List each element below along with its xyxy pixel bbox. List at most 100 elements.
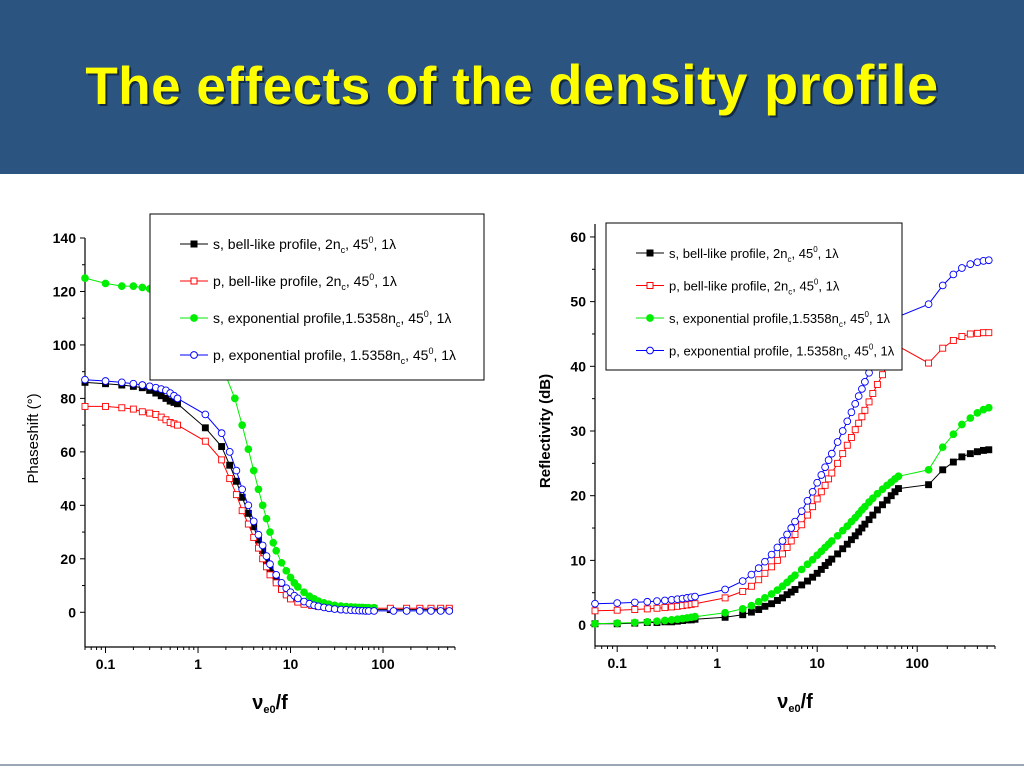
data-point [804, 511, 811, 519]
data-point [661, 616, 669, 625]
legend-marker [190, 240, 198, 248]
legend-entry-tail: , 45 [346, 273, 370, 289]
data-point [817, 471, 826, 479]
y-tick-label: 40 [570, 358, 586, 374]
legend-entry-tail: , 45 [400, 310, 424, 326]
data-point [894, 472, 903, 481]
y-tick-label: 80 [60, 390, 76, 406]
data-point [813, 495, 821, 503]
data-point [939, 466, 947, 474]
legend-entry-sub: c [788, 255, 792, 264]
data-point [138, 381, 147, 389]
data-point [924, 465, 933, 474]
y-axis-label: Reflectivity (dB) [537, 374, 554, 488]
legend: s, bell-like profile, 2nc, 450, 1λp, bel… [605, 222, 903, 371]
slide-title-plain: The effects of the [85, 57, 534, 116]
data-point [768, 563, 776, 571]
data-point [272, 570, 281, 579]
data-point [828, 555, 836, 563]
legend-entry-name: s, bell-like profile, 2n [213, 236, 341, 252]
legend-entry: s, exponential profile,1.5358nc, 450, 1λ [669, 310, 890, 329]
data-point [861, 406, 869, 414]
data-point [851, 532, 859, 540]
data-point [839, 450, 847, 458]
y-axis-label: Phaseshift (°) [25, 393, 42, 483]
data-point [370, 607, 378, 615]
data-point [266, 528, 274, 536]
y-tick-label: 140 [53, 230, 77, 246]
legend-marker [190, 351, 198, 359]
data-point [958, 264, 966, 272]
data-point [174, 421, 181, 429]
legend-entry-tail: , 45 [792, 279, 814, 294]
data-point [721, 585, 729, 594]
data-point [146, 409, 154, 417]
legend-entry-sup: 0 [865, 310, 870, 319]
data-point [721, 594, 729, 602]
legend-entry-name: p, bell-like profile, 2n [669, 279, 788, 294]
data-point [738, 577, 747, 585]
y-tick-label: 40 [60, 497, 76, 513]
data-point [591, 619, 599, 628]
data-point [879, 501, 886, 509]
data-point [238, 485, 247, 494]
data-point [869, 390, 877, 397]
data-point [824, 456, 833, 464]
y-tick-label: 120 [53, 283, 77, 299]
data-point [768, 600, 776, 608]
data-point [966, 330, 974, 338]
data-point [843, 441, 851, 449]
data-point [817, 565, 825, 573]
data-point [747, 570, 756, 579]
data-point [591, 599, 599, 608]
legend-entry-sup: 0 [368, 235, 373, 245]
data-point [668, 603, 676, 611]
x-tick-label: 10 [283, 656, 299, 672]
data-point [691, 612, 699, 621]
data-point [755, 606, 763, 613]
data-point [858, 385, 866, 393]
slide-title: The effects of the density profile [0, 52, 1024, 117]
data-point [798, 521, 806, 529]
legend-entry-tail: , 45 [843, 311, 865, 326]
x-tick-label: 100 [906, 655, 930, 671]
data-point [238, 421, 247, 429]
data-point [249, 466, 258, 475]
chart-0-series-3 [81, 375, 454, 615]
data-point [783, 543, 791, 551]
legend-entry-sub: c [401, 356, 406, 366]
data-point [869, 511, 877, 519]
data-point [791, 531, 799, 538]
chart-1-series-2 [591, 403, 993, 628]
data-point [833, 438, 842, 446]
data-point [300, 588, 308, 597]
reflectivity-chart: 0 10 20 30 40 50 60 0.1 1 10 100 Reflectivity (dB) ν… [537, 222, 996, 715]
data-point [925, 359, 933, 367]
legend-entry-end: , 1λ [869, 311, 890, 326]
x-axis-label: νe0/f [252, 692, 288, 716]
x-axis-label-main: ν [252, 692, 263, 714]
data-point [854, 392, 863, 400]
data-point [613, 606, 621, 614]
legend-marker [190, 277, 198, 285]
data-point [269, 538, 278, 547]
data-point [244, 501, 253, 510]
phaseshift-chart: 0 20 40 60 80 100 120 140 0.1 1 10 100 Phaseshift (°… [25, 213, 485, 716]
data-point [238, 507, 246, 515]
y-tick-label: 60 [60, 444, 76, 460]
data-point [272, 546, 281, 555]
data-point [747, 608, 755, 616]
data-point [389, 607, 398, 615]
data-point [691, 592, 699, 601]
data-point [958, 420, 966, 429]
legend-entry-end: , 1λ [433, 347, 456, 363]
data-point [445, 607, 454, 615]
x-axis-label: νe0/f [777, 691, 813, 715]
data-point [266, 560, 274, 568]
data-point [129, 282, 138, 290]
legend-entry-sup: 0 [424, 309, 429, 319]
data-point [873, 506, 881, 514]
data-point [754, 564, 763, 572]
data-point [797, 565, 806, 574]
legend-entry-end: , 1λ [873, 344, 894, 359]
